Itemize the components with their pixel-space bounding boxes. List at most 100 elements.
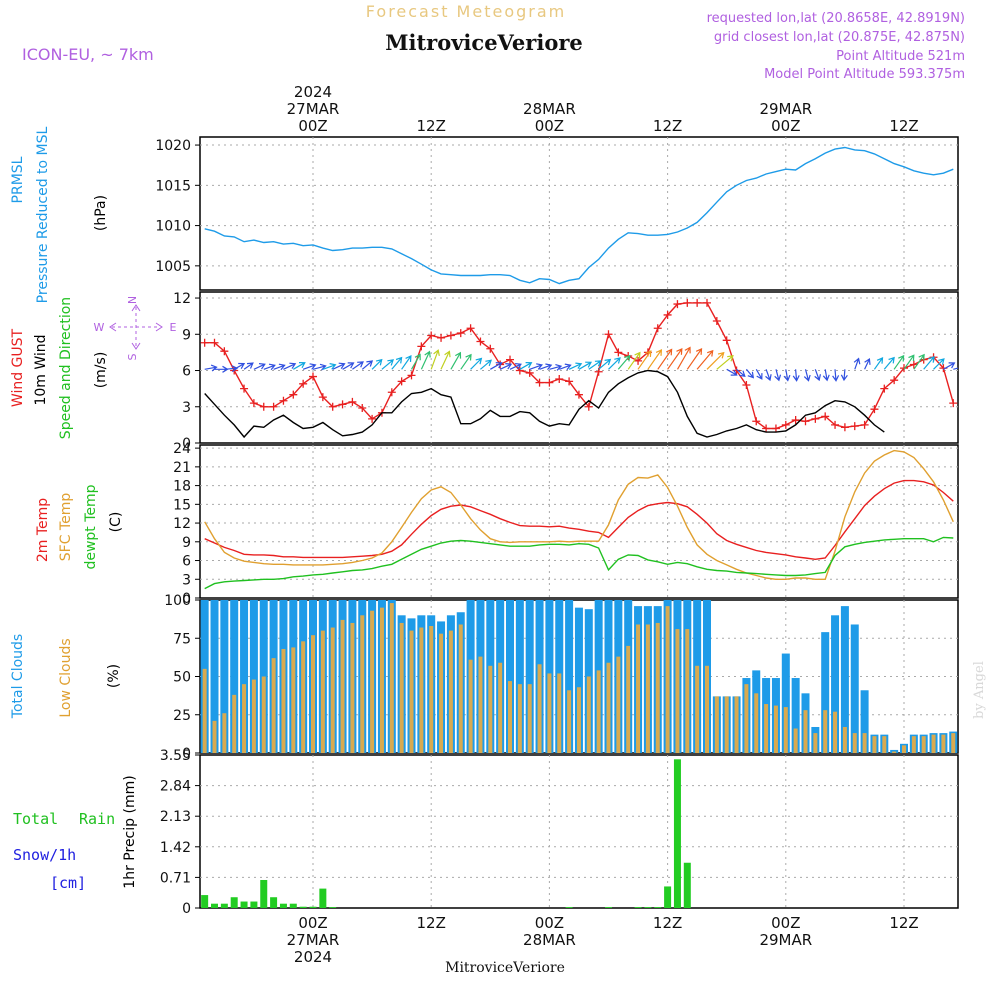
gust-marker (476, 337, 485, 346)
gust-marker (279, 396, 288, 405)
wind-arrow (853, 357, 861, 370)
low-cloud-bar (202, 668, 207, 753)
gust-marker (900, 364, 908, 373)
wind-arrow (627, 351, 641, 370)
gust-marker (909, 360, 918, 369)
low-cloud-bar (744, 684, 749, 753)
compass-n: N (126, 296, 139, 304)
low-cloud-bar (892, 751, 897, 753)
gust-marker (752, 417, 761, 426)
low-cloud-bar (655, 622, 660, 753)
precip-bar (644, 907, 652, 908)
gust-marker (949, 399, 958, 408)
total-cloud-bar (781, 653, 790, 753)
gust-marker (781, 420, 790, 429)
y-tick-label-wind: 0 (182, 436, 191, 452)
gust-marker (387, 388, 396, 397)
precip-bar (279, 903, 287, 908)
t2m-line (204, 479, 954, 561)
y-tick-label-precip: 1.42 (160, 840, 191, 856)
wind-arrow (371, 358, 383, 370)
y-tick-label-temp: 15 (173, 497, 191, 513)
low-cloud-bar (951, 733, 956, 753)
time-label-top: 29MAR (759, 100, 812, 118)
wind-arrow (716, 355, 734, 370)
low-cloud-bar (527, 684, 532, 753)
low-cloud-bar (902, 745, 906, 753)
gust-marker (890, 376, 899, 385)
low-cloud-bar (783, 707, 788, 753)
low-cloud-bar (567, 690, 572, 753)
time-label-bottom: 28MAR (523, 931, 576, 949)
low-cloud-bar (842, 726, 847, 753)
y-tick-label-wind: 9 (182, 327, 191, 343)
requested-coords: requested lon,lat (20.8658E, 42.8919N) (707, 11, 965, 26)
wind-arrow (391, 356, 403, 370)
gust-marker (446, 331, 455, 340)
total-cloud-bar (506, 600, 514, 753)
wind-arrow (953, 367, 958, 370)
y-tick-label-precip: 0 (182, 901, 191, 917)
low-cloud-bar (439, 633, 444, 753)
compass-arrowheads (109, 304, 163, 350)
low-cloud-bar (705, 665, 709, 753)
label-wind-gust: Wind GUST (10, 328, 26, 407)
y-tick-label-temp: 12 (173, 516, 191, 532)
total-cloud-bar (515, 600, 524, 753)
y-tick-label-pressure: 1005 (155, 259, 191, 275)
wind-arrow (490, 362, 503, 370)
precip-bar (270, 897, 278, 908)
wind-arrow (401, 355, 412, 370)
low-cloud-bar (823, 710, 828, 753)
wind-arrow (832, 369, 840, 382)
wind-arrow (840, 369, 848, 382)
low-cloud-bar (872, 736, 877, 753)
gust-marker (525, 368, 534, 377)
wind-arrow (774, 369, 782, 382)
precip-bar (654, 907, 662, 908)
pressure-line (204, 146, 954, 285)
wind-arrow (657, 348, 673, 370)
gust-marker (348, 397, 357, 406)
wind-arrow (253, 363, 266, 370)
low-cloud-bar (921, 736, 926, 753)
gust-marker (545, 378, 554, 387)
gust-marker (456, 329, 465, 338)
low-cloud-bar (714, 696, 719, 753)
low-cloud-bar (429, 626, 434, 753)
total-cloud-bar (230, 600, 239, 753)
y-tick-label-wind: 12 (173, 291, 191, 307)
y-tick-label-temp: 6 (182, 554, 191, 570)
wind-arrow (549, 364, 563, 371)
low-cloud-bar (606, 662, 611, 753)
gust-marker (299, 379, 308, 388)
label-speed-direction: Speed and Direction (58, 297, 74, 439)
precip-bar (299, 906, 307, 908)
label-prmsl: PRMSL (10, 156, 26, 203)
low-cloud-bar (665, 606, 670, 753)
wind-arrow (814, 369, 821, 382)
wind-arrow (480, 359, 492, 370)
gust-marker (840, 423, 849, 432)
wind-arrow (617, 354, 631, 370)
low-cloud-bar (793, 728, 798, 753)
wind-arrow (803, 369, 811, 382)
label-c: (C) (108, 512, 124, 533)
low-cloud-bar (232, 694, 237, 753)
precip-bar (565, 907, 573, 908)
low-cloud-bar (350, 622, 355, 753)
time-label-bottom: 00Z (298, 914, 327, 932)
gust-marker (712, 316, 721, 325)
low-cloud-bar (517, 684, 522, 753)
time-label-top: 2024 (294, 83, 332, 101)
panel-frame-temp (199, 444, 959, 599)
gust-marker (259, 402, 268, 411)
y-tick-label-clouds: 100 (164, 593, 191, 609)
gust-marker (437, 333, 446, 342)
wind-arrow (706, 351, 725, 370)
low-cloud-bar (468, 659, 473, 753)
low-cloud-bar (764, 704, 769, 753)
y-tick-label-temp: 18 (173, 479, 191, 495)
total-cloud-bar (249, 600, 258, 753)
